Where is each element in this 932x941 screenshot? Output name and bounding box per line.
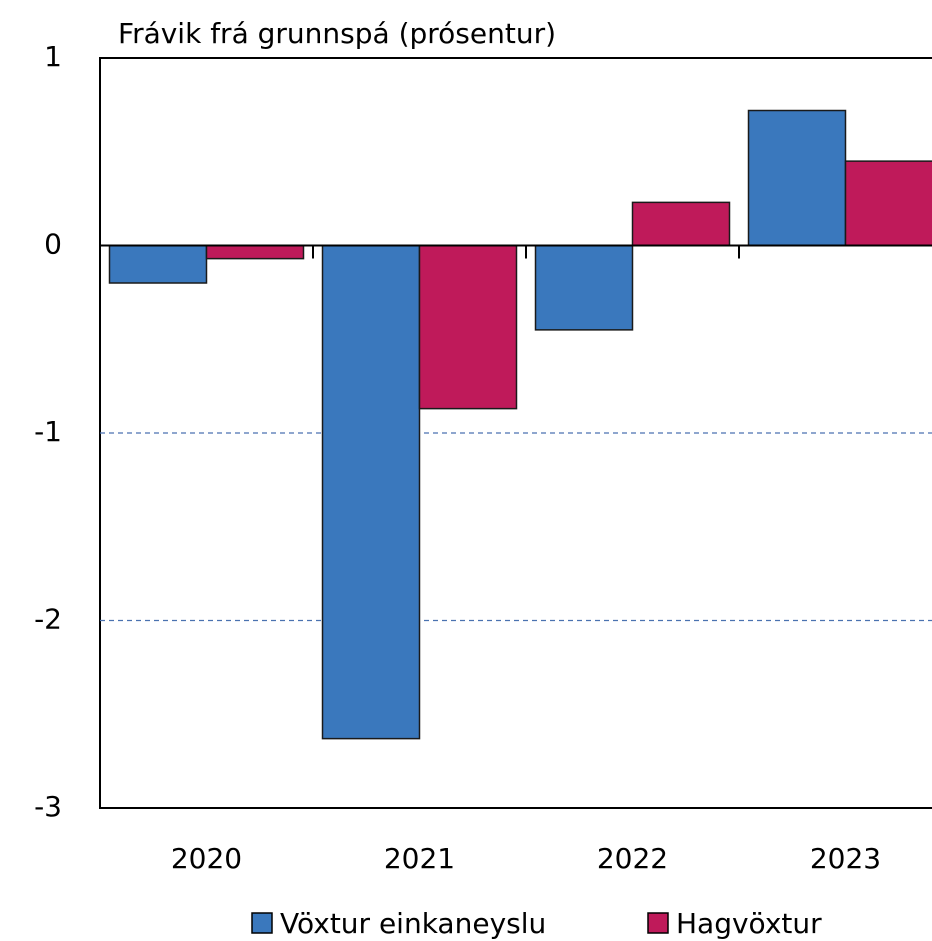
y-tick-label: -2 xyxy=(34,603,62,636)
legend-swatch xyxy=(251,912,273,934)
x-tick-label: 2021 xyxy=(384,842,455,875)
y-tick-label: 1 xyxy=(44,40,62,73)
bar xyxy=(747,109,847,247)
x-tick-label: 2022 xyxy=(597,842,668,875)
y-tick-label: -3 xyxy=(34,790,62,823)
y-tick-label: -1 xyxy=(34,415,62,448)
y-tick-label: 0 xyxy=(44,228,62,261)
bar xyxy=(418,244,518,410)
chart-title: Frávik frá grunnspá (prósentur) xyxy=(118,17,556,50)
bar xyxy=(534,244,634,331)
bar xyxy=(108,244,208,284)
x-tick-label: 2020 xyxy=(171,842,242,875)
bar xyxy=(631,201,731,247)
bar xyxy=(844,160,932,247)
legend-label: Hagvöxtur xyxy=(676,907,822,940)
bar xyxy=(321,244,421,740)
legend-swatch xyxy=(647,912,669,934)
bar xyxy=(205,244,305,260)
legend-label: Vöxtur einkaneyslu xyxy=(280,907,546,940)
x-tick-label: 2023 xyxy=(810,842,881,875)
